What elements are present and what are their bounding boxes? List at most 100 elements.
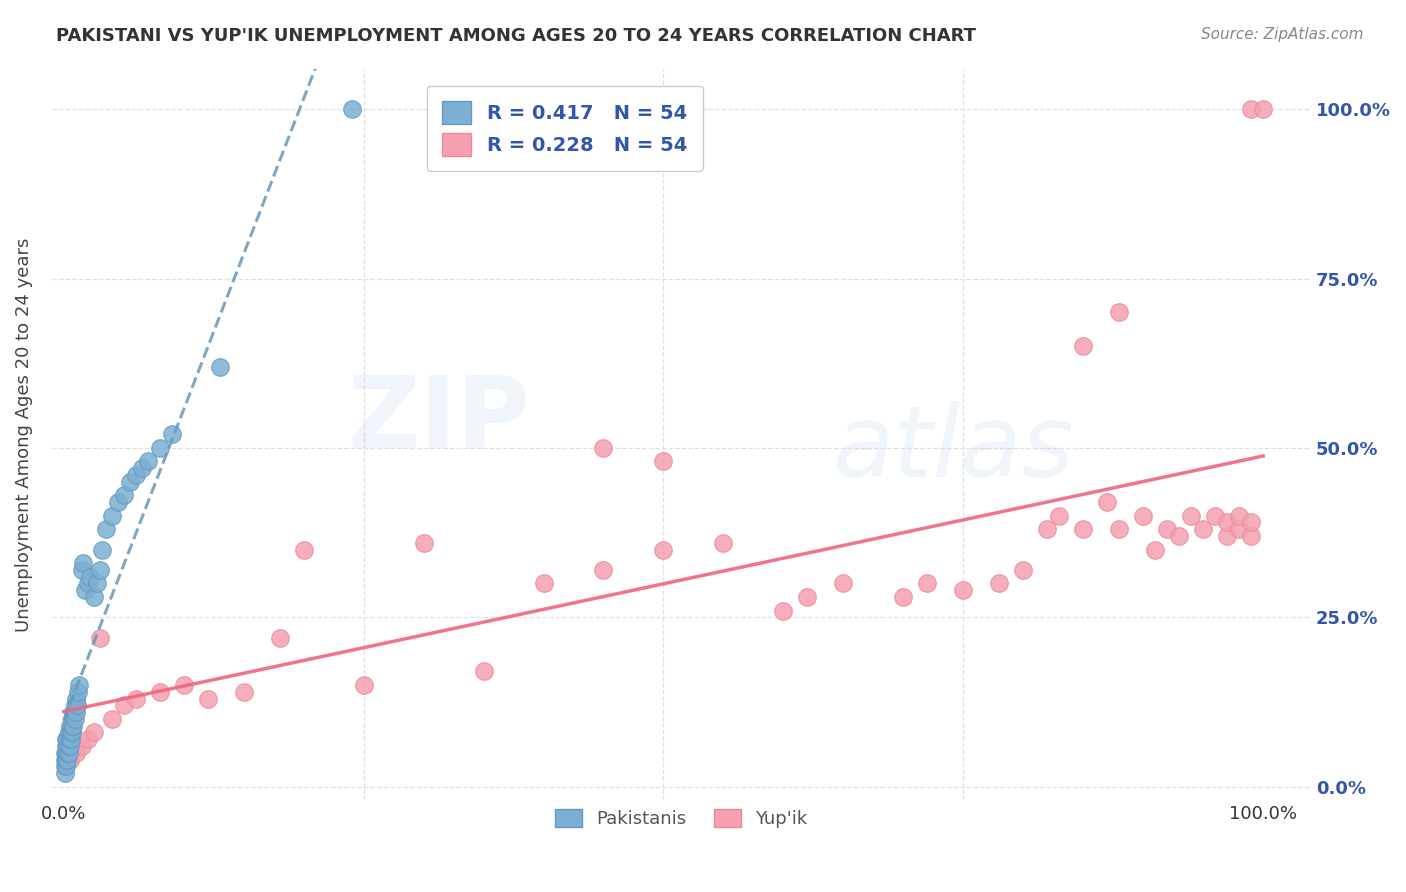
Point: [100, 712, 122, 726]
Point: [67, 685, 90, 699]
Point: [58, 725, 80, 739]
Point: [125, 691, 148, 706]
Point: [472, 665, 495, 679]
Point: [1180, 508, 1202, 523]
Point: [988, 576, 1011, 591]
Point: [67, 678, 90, 692]
Point: [62, 719, 84, 733]
Point: [53, 766, 76, 780]
Point: [55, 732, 77, 747]
Point: [1108, 305, 1130, 319]
Point: [1240, 102, 1263, 116]
Point: [53, 759, 76, 773]
Point: [65, 705, 87, 719]
Point: [1071, 339, 1094, 353]
Point: [83, 725, 105, 739]
Point: [1071, 522, 1094, 536]
Point: [60, 712, 83, 726]
Point: [59, 732, 82, 747]
Point: [197, 691, 219, 706]
Legend: Pakistanis, Yup'ik: Pakistanis, Yup'ik: [548, 801, 815, 835]
Point: [131, 461, 153, 475]
Point: [1047, 508, 1070, 523]
Point: [56, 739, 79, 753]
Point: [713, 535, 735, 549]
Point: [66, 698, 89, 713]
Point: [76, 576, 98, 591]
Point: [1144, 542, 1167, 557]
Point: [149, 441, 172, 455]
Point: [1240, 516, 1263, 530]
Point: [53, 746, 76, 760]
Point: [533, 576, 555, 591]
Point: [652, 454, 675, 468]
Point: [59, 725, 82, 739]
Point: [86, 576, 108, 591]
Point: [1156, 522, 1178, 536]
Point: [55, 739, 77, 753]
Point: [832, 576, 855, 591]
Text: Source: ZipAtlas.com: Source: ZipAtlas.com: [1201, 27, 1364, 42]
Point: [136, 454, 159, 468]
Point: [89, 631, 111, 645]
Point: [1097, 495, 1119, 509]
Point: [353, 678, 375, 692]
Point: [112, 698, 135, 713]
Point: [292, 542, 315, 557]
Point: [1227, 508, 1250, 523]
Point: [592, 563, 614, 577]
Point: [56, 753, 79, 767]
Point: [89, 563, 111, 577]
Text: atlas: atlas: [832, 401, 1074, 498]
Point: [58, 739, 80, 753]
Point: [208, 359, 231, 374]
Point: [100, 508, 122, 523]
Point: [1251, 102, 1274, 116]
Point: [56, 732, 79, 747]
Point: [62, 705, 84, 719]
Text: PAKISTANI VS YUP'IK UNEMPLOYMENT AMONG AGES 20 TO 24 YEARS CORRELATION CHART: PAKISTANI VS YUP'IK UNEMPLOYMENT AMONG A…: [56, 27, 976, 45]
Point: [412, 535, 434, 549]
Point: [55, 746, 77, 760]
Point: [173, 678, 195, 692]
Point: [63, 712, 86, 726]
Point: [125, 468, 148, 483]
Point: [592, 441, 614, 455]
Point: [94, 522, 117, 536]
Y-axis label: Unemployment Among Ages 20 to 24 years: Unemployment Among Ages 20 to 24 years: [15, 237, 32, 632]
Point: [917, 576, 939, 591]
Point: [53, 753, 76, 767]
Point: [63, 698, 86, 713]
Point: [652, 542, 675, 557]
Point: [70, 563, 93, 577]
Point: [60, 719, 83, 733]
Point: [772, 603, 794, 617]
Point: [1216, 516, 1239, 530]
Point: [340, 102, 363, 116]
Point: [59, 732, 82, 747]
Point: [160, 427, 183, 442]
Point: [232, 685, 254, 699]
Point: [91, 542, 114, 557]
Point: [58, 746, 80, 760]
Point: [60, 725, 83, 739]
Point: [118, 475, 141, 489]
Point: [1204, 508, 1226, 523]
Point: [70, 739, 93, 753]
Point: [149, 685, 172, 699]
Point: [1108, 522, 1130, 536]
Point: [1216, 529, 1239, 543]
Point: [75, 583, 97, 598]
Point: [1012, 563, 1035, 577]
Point: [55, 759, 77, 773]
Point: [1132, 508, 1154, 523]
Point: [1227, 522, 1250, 536]
Point: [1240, 529, 1263, 543]
Point: [56, 746, 79, 760]
Point: [76, 732, 98, 747]
Point: [79, 569, 101, 583]
Text: ZIP: ZIP: [347, 371, 530, 468]
Point: [952, 583, 974, 598]
Point: [59, 719, 82, 733]
Point: [55, 753, 77, 767]
